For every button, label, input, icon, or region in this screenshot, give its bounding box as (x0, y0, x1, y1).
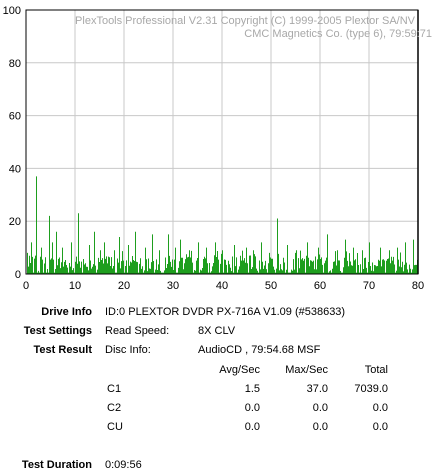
row-max: 0.0 (312, 421, 328, 433)
read-speed-value: 8X CLV (198, 325, 236, 337)
y-tick-label: 100 (3, 5, 21, 17)
watermark-line-2: CMC Magnetics Co. (type 6), 79:59:71 (244, 28, 432, 40)
row-total: 0.0 (372, 421, 388, 433)
drive-info-value: ID:0 PLEXTOR DVDR PX-716A V1.09 (#538633… (105, 306, 346, 318)
y-tick-label: 60 (9, 111, 21, 123)
header-total: Total (364, 364, 388, 376)
row-total: 0.0 (372, 402, 388, 414)
test-duration-label: Test Duration (21, 459, 92, 471)
test-settings-label: Test Settings (23, 325, 92, 337)
x-tick-label: 10 (69, 280, 81, 292)
chart-bars (27, 176, 418, 274)
y-tick-label: 80 (9, 58, 21, 70)
row-avg: 1.5 (244, 383, 260, 395)
chart-grid (26, 10, 418, 274)
x-tick-label: 20 (118, 280, 130, 292)
row-total: 7039.0 (354, 383, 388, 395)
x-tick-label: 50 (265, 280, 277, 292)
x-tick-label: 60 (314, 280, 326, 292)
test-duration-value: 0:09:56 (105, 459, 142, 471)
x-tick-label: 0 (23, 280, 29, 292)
row-name: CU (107, 421, 123, 433)
row-avg: 0.0 (244, 421, 260, 433)
x-tick-label: 80 (412, 280, 424, 292)
row-avg: 0.0 (244, 402, 260, 414)
read-speed-label: Read Speed: (105, 325, 170, 337)
test-result-label: Test Result (33, 344, 92, 356)
y-tick-label: 40 (9, 163, 21, 175)
x-tick-label: 30 (167, 280, 179, 292)
y-tick-label: 20 (9, 216, 21, 228)
drive-info-label: Drive Info (41, 306, 92, 318)
x-tick-label: 70 (363, 280, 375, 292)
row-max: 37.0 (306, 383, 328, 395)
header-avg: Avg/Sec (219, 364, 260, 376)
c1-error-chart: 0 10 20 30 40 50 60 70 80 0 20 40 60 80 100 PlexTools … (3, 5, 432, 292)
row-name: C2 (107, 402, 122, 414)
header-max: Max/Sec (285, 364, 328, 376)
disc-info-label: Disc Info: (105, 344, 151, 356)
disc-info-value: AudioCD , 79:54.68 MSF (198, 344, 321, 356)
y-tick-label: 0 (15, 269, 21, 281)
x-tick-label: 40 (216, 280, 228, 292)
row-name: C1 (107, 383, 122, 395)
chart-tick-labels: 0 10 20 30 40 50 60 70 80 0 20 40 60 80 100 (3, 5, 424, 292)
row-max: 0.0 (312, 402, 328, 414)
watermark-line-1: PlexTools Professional V2.31 Copyright (… (75, 15, 416, 27)
